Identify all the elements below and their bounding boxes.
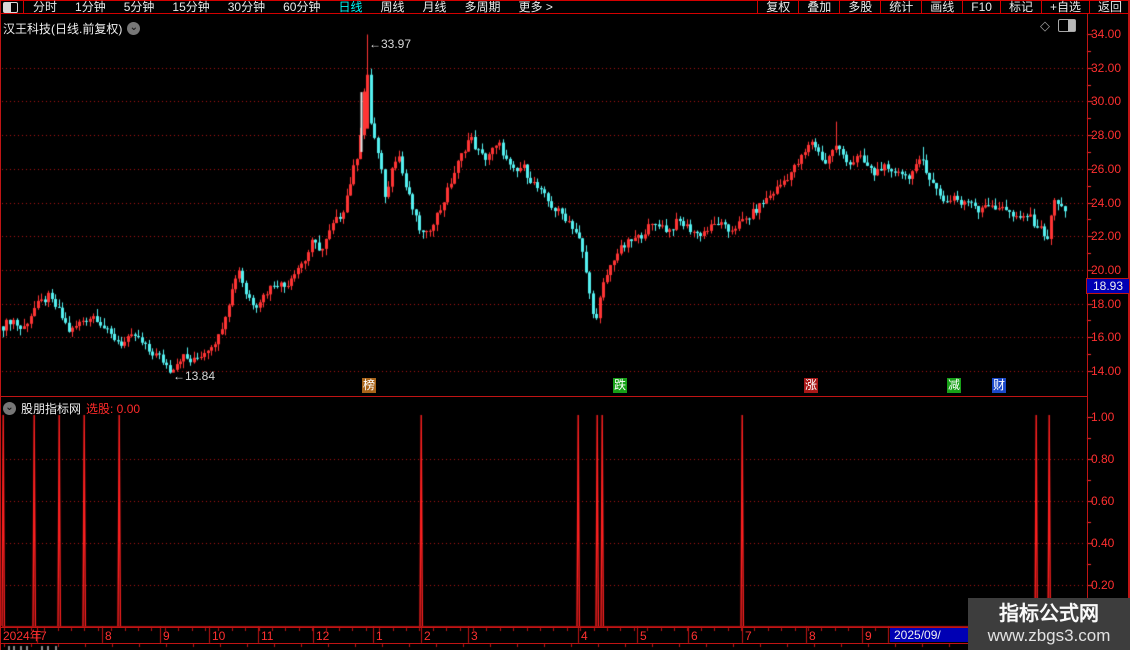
x-axis-label: 9 (865, 629, 872, 643)
marker-badge-榜: 榜 (362, 378, 376, 393)
marker-badge-财: 财 (992, 378, 1006, 393)
menu-item-复权[interactable]: 复权 (757, 1, 798, 13)
x-axis-label: 7 (745, 629, 752, 643)
top-menu-bar: 分时 1分钟 5分钟 15分钟 30分钟 60分钟 日线 周线 月线 多周期 更多 > 复权 叠加 多股… (0, 0, 1130, 14)
menu-item-+自选[interactable]: +自选 (1040, 1, 1089, 13)
sub-chart-header: ⌄ 股朋指标网 选股: 0.00 (3, 400, 140, 417)
window-icon[interactable] (3, 1, 18, 13)
watermark-url: www.zbgs3.com (987, 626, 1111, 645)
marker-badge-减: 减 (947, 378, 961, 393)
watermark-title: 指标公式网 (999, 603, 1099, 625)
menu-item-5分钟[interactable]: 5分钟 (123, 0, 155, 14)
main-y-label: 16.00 (1091, 330, 1122, 345)
menu-item-叠加[interactable]: 叠加 (798, 1, 839, 13)
panel-separator (0, 396, 1088, 397)
window-border-left (0, 0, 1, 650)
main-y-label: 28.00 (1091, 128, 1122, 143)
main-y-label: 26.00 (1091, 161, 1122, 176)
x-axis-label: 6 (691, 629, 698, 643)
x-axis-label: 10 (212, 629, 226, 643)
xaxis-bottom-border (0, 643, 1128, 644)
menu-item-15分钟[interactable]: 15分钟 (172, 0, 210, 14)
x-axis-label: 1 (376, 629, 383, 643)
last-price-box: 18.93 (1086, 278, 1130, 294)
sub-y-label: 0.40 (1091, 536, 1115, 550)
menu-item-返回[interactable]: 返回 (1088, 1, 1130, 13)
x-axis-label: 7 (40, 629, 47, 643)
main-y-label: 20.00 (1091, 262, 1122, 277)
menu-item-统计[interactable]: 统计 (880, 1, 921, 13)
x-axis-label: 2024年 (3, 629, 42, 643)
sub-y-label: 1.00 (1091, 410, 1115, 424)
marker-badge-跌: 跌 (613, 378, 627, 393)
x-axis-label: 5 (640, 629, 647, 643)
main-y-label: 30.00 (1091, 94, 1122, 109)
menu-item-30分钟[interactable]: 30分钟 (227, 0, 266, 14)
site-watermark: 指标公式网 www.zbgs3.com (968, 598, 1130, 650)
x-axis-label: 2 (424, 629, 431, 643)
menu-item-周线[interactable]: 周线 (380, 0, 405, 14)
indicator-value-label: 选股: 0.00 (86, 402, 141, 416)
main-y-label: 34.00 (1091, 27, 1122, 41)
menu-item-月线[interactable]: 月线 (422, 0, 447, 14)
main-y-label: 32.00 (1091, 60, 1122, 75)
low-annotation: ←13.84 (173, 369, 216, 383)
x-axis-label: 11 (261, 629, 274, 643)
menu-item-画线[interactable]: 画线 (921, 1, 962, 13)
x-axis-label: 8 (809, 629, 816, 643)
main-y-label: 18.00 (1091, 296, 1122, 311)
chevron-down-icon[interactable]: ⌄ (3, 402, 16, 415)
chart-corner-icons: ◇ (1040, 19, 1076, 32)
main-y-label: 24.00 (1091, 195, 1122, 210)
menu-item-F10[interactable]: F10 (962, 1, 1000, 13)
tools-menu: 复权 叠加 多股 统计 画线 F10 标记 +自选 返回 (757, 1, 1130, 13)
stock-title-label: 汉王科技(日线.前复权) (3, 22, 123, 36)
xaxis-top-border (0, 627, 1128, 628)
menu-item-日线[interactable]: 日线 (338, 0, 363, 14)
sub-y-label: 0.60 (1091, 494, 1115, 508)
period-menu: 分时 1分钟 5分钟 15分钟 30分钟 60分钟 日线 周线 月线 多周期 更多 > (0, 1, 562, 13)
menu-item-多周期[interactable]: 多周期 (464, 0, 501, 14)
sub-y-label: 0.20 (1091, 578, 1115, 592)
sub-y-label: 0.80 (1091, 452, 1115, 466)
menu-item-60分钟[interactable]: 60分钟 (283, 0, 321, 14)
menu-item-更多 >[interactable]: 更多 > (518, 0, 553, 14)
x-axis-label: 9 (163, 629, 170, 643)
x-axis-label: 4 (581, 629, 588, 643)
x-axis-label: 8 (105, 629, 112, 643)
main-y-label: 14.00 (1091, 364, 1122, 378)
main-chart-title: 汉王科技(日线.前复权) ⌄ (3, 20, 141, 37)
chevron-down-icon[interactable]: ⌄ (127, 22, 141, 35)
x-axis-label: 12 (316, 629, 330, 643)
menu-item-标记[interactable]: 标记 (999, 1, 1041, 13)
axis-separator (1087, 14, 1088, 643)
diamond-icon[interactable]: ◇ (1040, 18, 1050, 33)
marker-badge-涨: 涨 (804, 378, 818, 393)
main-y-label: 22.00 (1091, 229, 1122, 244)
indicator-source-label: 股朋指标网 (21, 402, 82, 416)
maximize-icon[interactable] (1058, 19, 1076, 32)
menu-item-1分钟[interactable]: 1分钟 (75, 0, 106, 14)
x-axis-label: 3 (471, 629, 478, 643)
high-annotation: ←33.97 (369, 37, 412, 51)
menu-item-多股[interactable]: 多股 (839, 1, 880, 13)
window-border-right (1128, 0, 1130, 650)
menu-divider (23, 1, 24, 13)
menu-item-分时[interactable]: 分时 (33, 0, 58, 14)
